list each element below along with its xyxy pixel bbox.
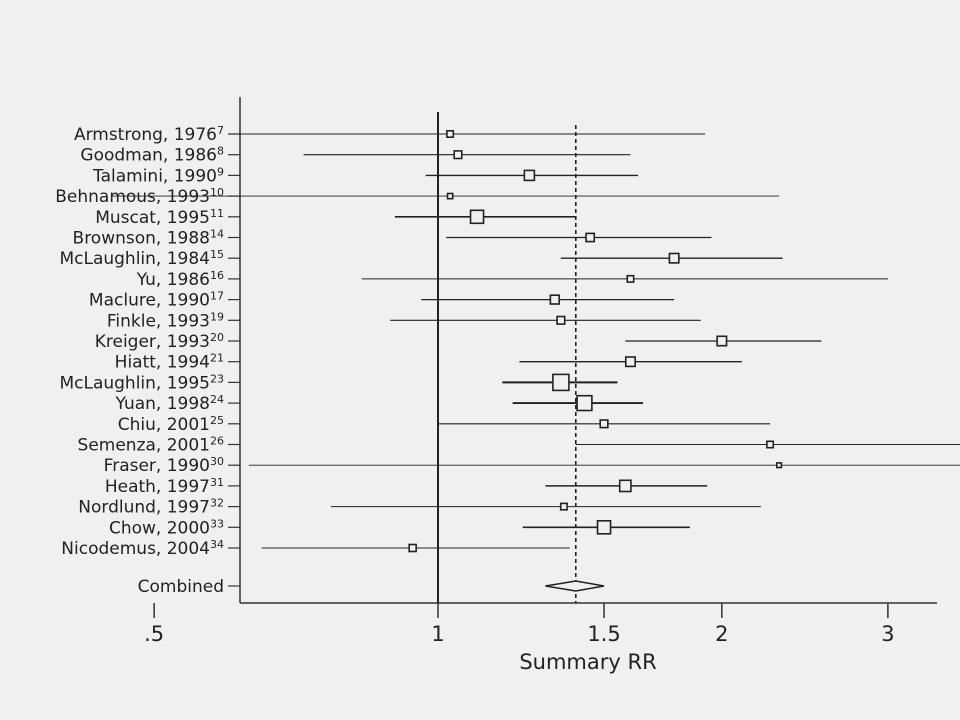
study-name: McLaughlin, 1995 [59, 373, 210, 393]
x-tick-label: 3 [881, 622, 894, 646]
study-label: Muscat, 199511 [95, 207, 224, 228]
study-reference: 33 [210, 517, 224, 530]
study-name: Semenza, 2001 [78, 436, 210, 456]
study-name: Fraser, 1990 [104, 456, 210, 476]
study-label: Heath, 199731 [105, 476, 224, 497]
study-label: Finkle, 199319 [107, 310, 224, 331]
study-reference: 11 [210, 207, 224, 220]
study-reference: 21 [210, 352, 224, 365]
point-estimate-marker [552, 373, 570, 392]
study-reference: 7 [217, 124, 224, 137]
study-reference: 16 [210, 269, 224, 282]
study-label: Behnamous, 199310 [55, 186, 224, 207]
study-label: Semenza, 200126 [78, 435, 224, 456]
study-name: Talamini, 1990 [92, 166, 217, 186]
x-tick-label: 1.5 [587, 622, 620, 646]
study-label: Hiatt, 199421 [115, 352, 224, 373]
study-label: Nordlund, 199732 [78, 497, 224, 518]
study-name: Nicodemus, 2004 [61, 539, 210, 559]
point-estimate-marker [775, 462, 783, 469]
study-name: Goodman, 1986 [80, 146, 217, 166]
point-estimate-marker [556, 315, 566, 325]
study-reference: 32 [210, 497, 224, 510]
study-name: Chow, 2000 [109, 518, 210, 538]
study-name: Behnamous, 1993 [55, 187, 210, 207]
study-reference: 10 [210, 186, 224, 199]
point-estimate-marker [549, 294, 560, 305]
study-reference: 8 [217, 145, 224, 158]
study-name: Muscat, 1995 [95, 208, 210, 228]
study-reference: 17 [210, 290, 224, 303]
point-estimate-marker [585, 232, 596, 243]
study-reference: 23 [210, 372, 224, 385]
study-label: Chiu, 200125 [118, 414, 224, 435]
combined-diamond [545, 580, 605, 592]
study-reference: 30 [210, 455, 224, 468]
point-estimate-marker [469, 209, 485, 225]
study-reference: 14 [210, 228, 224, 241]
x-tick-label: 1 [431, 622, 444, 646]
combined-label: Combined [138, 577, 224, 597]
point-estimate-marker [453, 150, 463, 160]
study-name: Maclure, 1990 [89, 291, 210, 311]
study-label: Kreiger, 199320 [95, 331, 224, 352]
point-estimate-marker [446, 130, 455, 139]
point-estimate-marker [618, 479, 632, 493]
study-reference: 25 [210, 414, 224, 427]
study-label: Chow, 200033 [109, 517, 224, 538]
study-name: Yu, 1986 [136, 270, 210, 290]
point-estimate-marker [766, 440, 775, 449]
point-estimate-marker [576, 394, 593, 412]
point-estimate-marker [559, 502, 568, 511]
study-label: Brownson, 198814 [73, 228, 224, 249]
study-reference: 9 [217, 165, 224, 178]
point-estimate-marker [446, 192, 454, 200]
study-name: McLaughlin, 1984 [59, 249, 210, 269]
x-axis-title: Summary RR [519, 650, 656, 674]
study-name: Hiatt, 1994 [115, 353, 210, 373]
study-reference: 15 [210, 248, 224, 261]
study-name: Brownson, 1988 [73, 229, 210, 249]
study-label: Armstrong, 19767 [74, 124, 224, 145]
study-label: Goodman, 19868 [80, 145, 224, 166]
study-name: Yuan, 1998 [115, 394, 210, 414]
study-label: McLaughlin, 199523 [59, 372, 224, 393]
study-reference: 34 [210, 538, 224, 551]
study-label: Yuan, 199824 [115, 393, 224, 414]
study-label: Talamini, 19909 [92, 165, 224, 186]
study-name: Kreiger, 1993 [95, 332, 210, 352]
point-estimate-marker [626, 274, 635, 283]
study-reference: 24 [210, 393, 224, 406]
point-estimate-marker [523, 169, 536, 182]
study-name: Finkle, 1993 [107, 311, 210, 331]
point-estimate-marker [596, 519, 612, 535]
study-reference: 20 [210, 331, 224, 344]
point-estimate-marker [624, 356, 636, 368]
study-label: Nicodemus, 200434 [61, 538, 224, 559]
study-name: Heath, 1997 [105, 477, 210, 497]
point-estimate-marker [716, 335, 728, 347]
study-name: Nordlund, 1997 [78, 498, 210, 518]
study-label: Yu, 198616 [136, 269, 224, 290]
study-name: Chiu, 2001 [118, 415, 210, 435]
study-label: McLaughlin, 198415 [59, 248, 224, 269]
study-reference: 26 [210, 435, 224, 448]
point-estimate-marker [408, 543, 417, 553]
study-name: Armstrong, 1976 [74, 125, 217, 145]
point-estimate-marker [599, 419, 609, 429]
point-estimate-marker [668, 252, 680, 264]
study-label: Maclure, 199017 [89, 290, 224, 311]
study-label: Fraser, 199030 [104, 455, 224, 476]
study-reference: 31 [210, 476, 224, 489]
x-tick-label: .5 [144, 622, 164, 646]
study-reference: 19 [210, 310, 224, 323]
x-tick-label: 2 [715, 622, 728, 646]
